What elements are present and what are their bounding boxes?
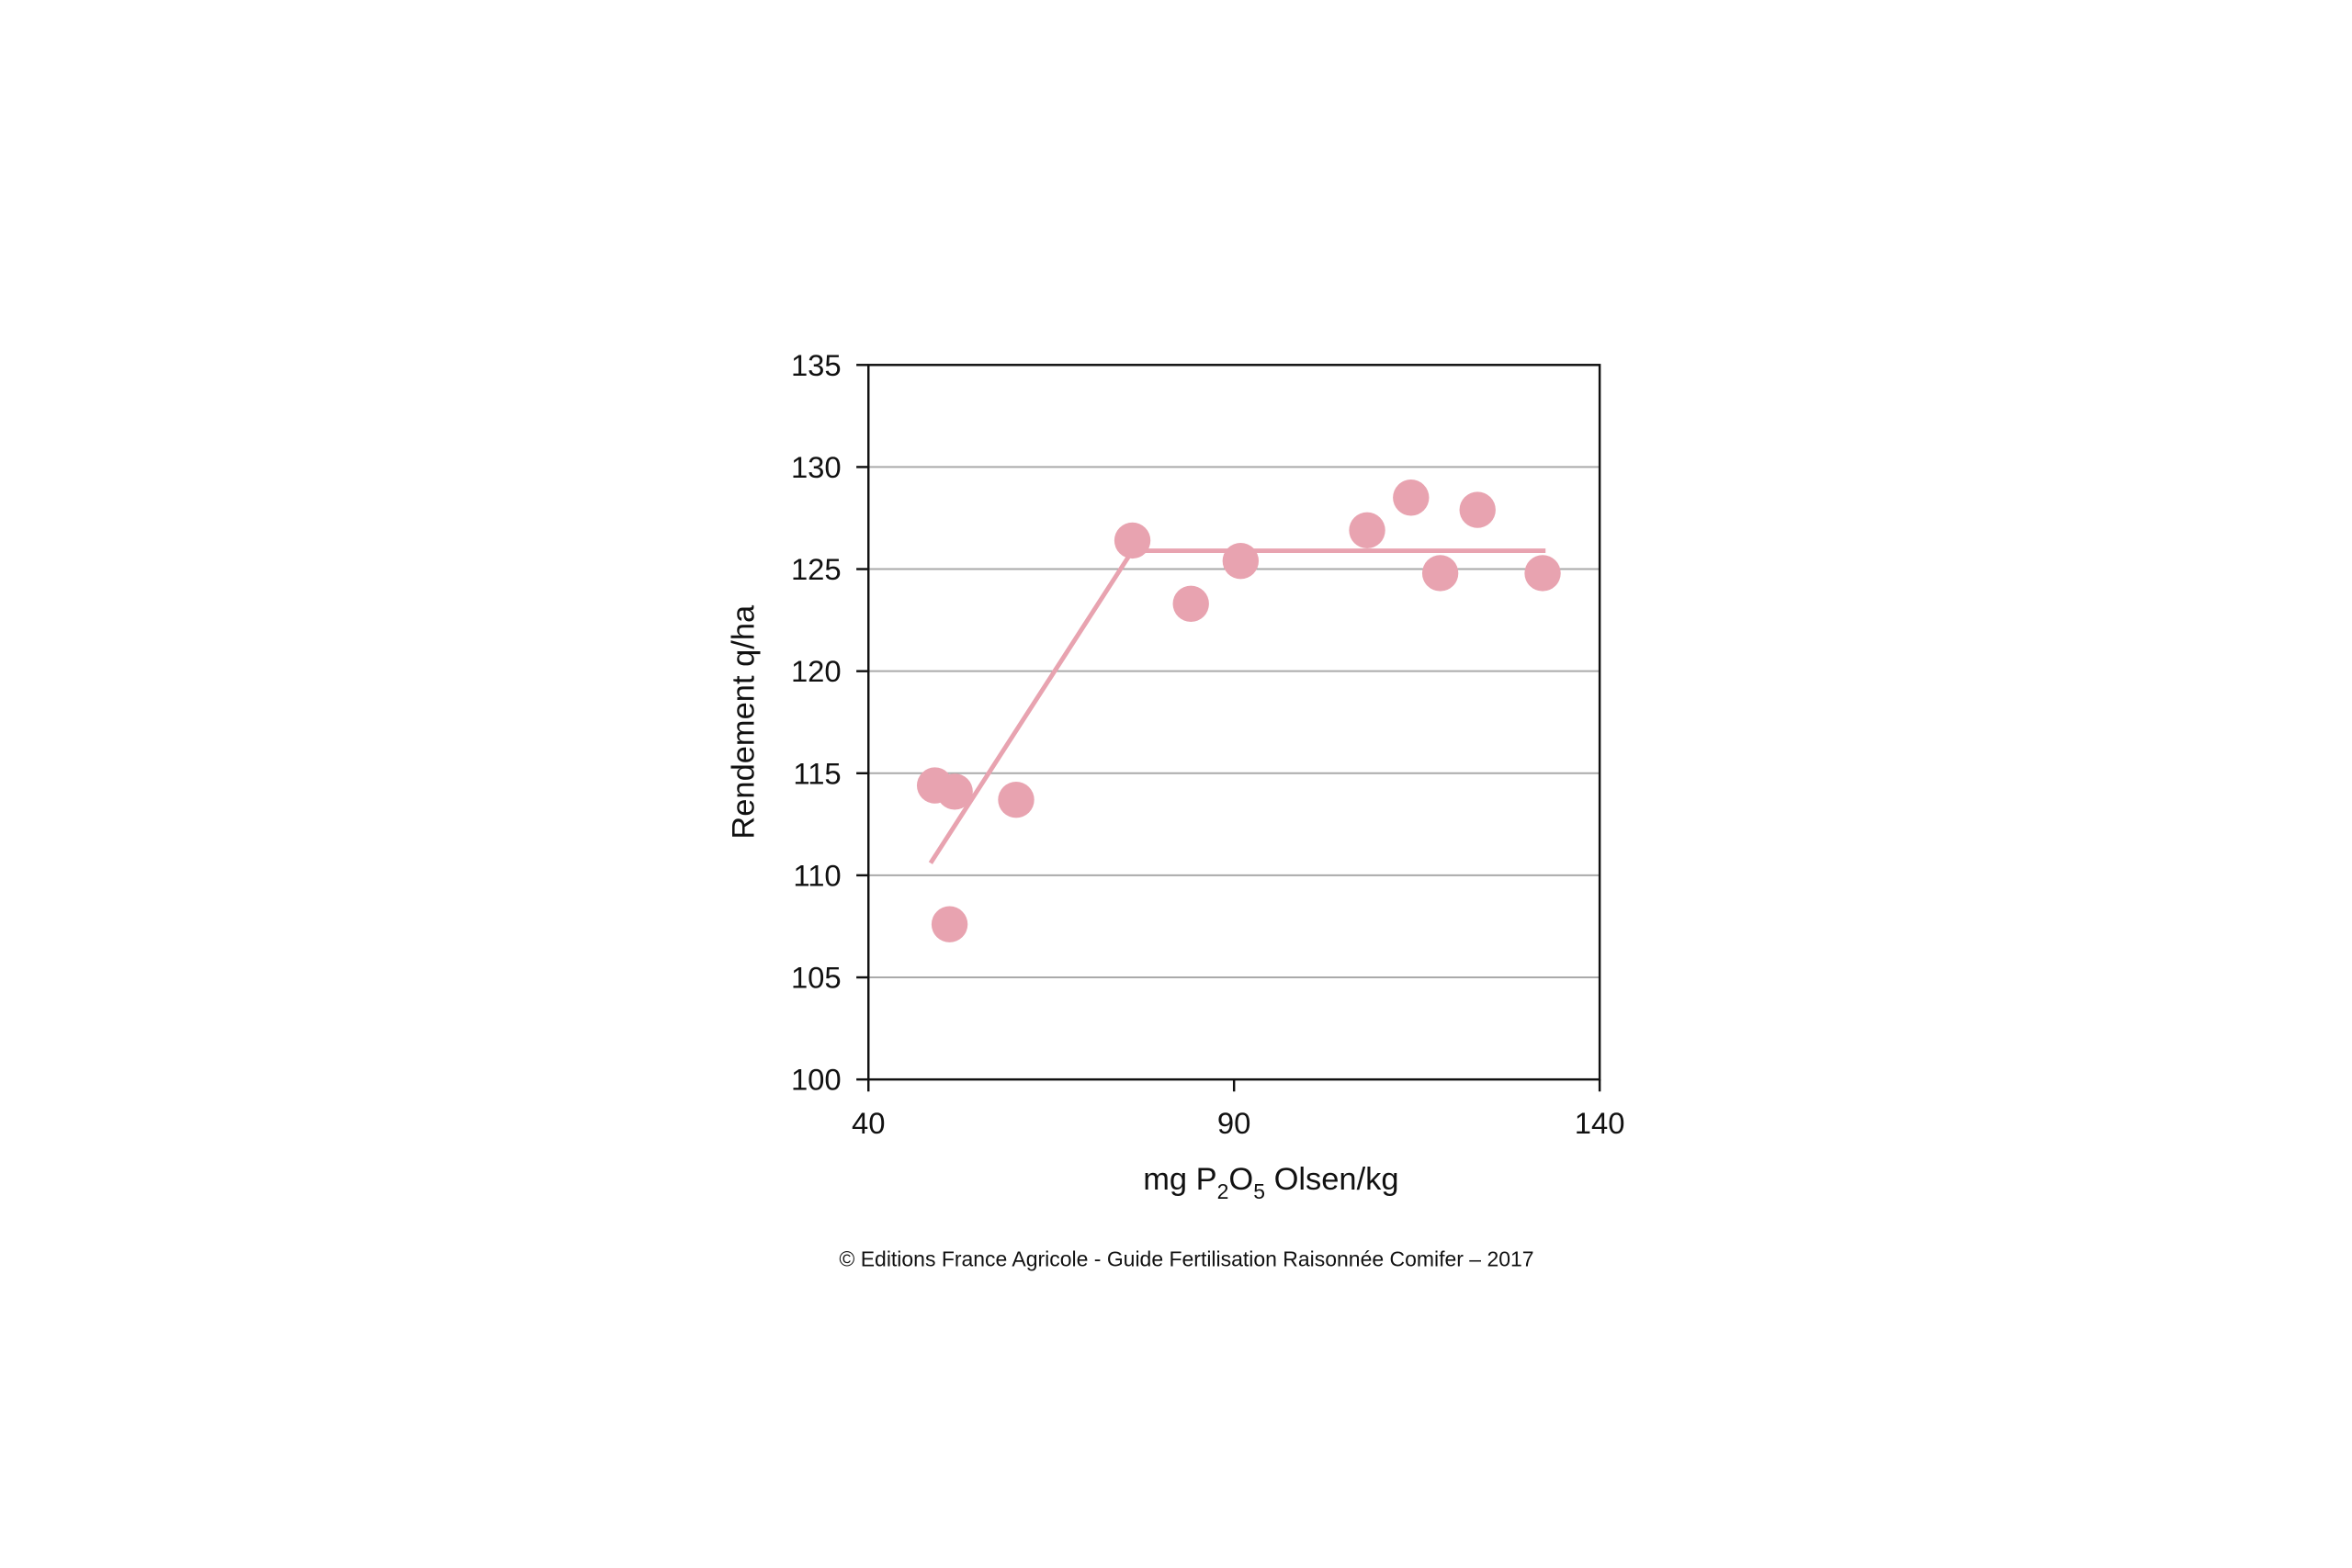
y-tick-label: 125 [791,552,842,586]
data-point [1172,585,1209,623]
x-tick-label: 40 [852,1106,886,1140]
y-tick-label: 135 [791,348,842,382]
data-point [998,781,1035,818]
plot-frame [866,364,1601,1081]
source-note: © Editions France Agricole - Guide Ferti… [839,1247,1533,1271]
y-tick-label: 105 [791,961,842,995]
x-axis-label-part: O [1228,1162,1253,1197]
data-point [1524,555,1561,592]
x-axis-label-part: 2 [1217,1179,1229,1203]
y-tick-label: 120 [791,654,842,688]
x-axis-label-part: mg P [1143,1162,1216,1197]
x-tick-label: 90 [1217,1106,1251,1140]
data-point [1114,522,1151,559]
x-axis-label: mg P2O5 Olsen/kg [1143,1162,1398,1203]
data-point [1459,491,1496,528]
y-tick-label: 110 [793,858,841,892]
y-tick-label: 100 [791,1063,842,1097]
data-point [936,773,973,810]
x-axis-label-part: Olsen/kg [1265,1162,1399,1197]
data-point [1222,542,1260,580]
data-point [1393,479,1430,516]
y-tick-label: 115 [793,756,841,790]
x-axis-label-part: 5 [1253,1179,1265,1203]
data-point [1421,555,1459,592]
y-tick-label: 130 [791,450,842,484]
x-tick-label: 140 [1575,1106,1625,1140]
y-axis-label: Rendement q/ha [727,604,762,840]
data-point [931,906,968,942]
data-point [1349,512,1385,549]
